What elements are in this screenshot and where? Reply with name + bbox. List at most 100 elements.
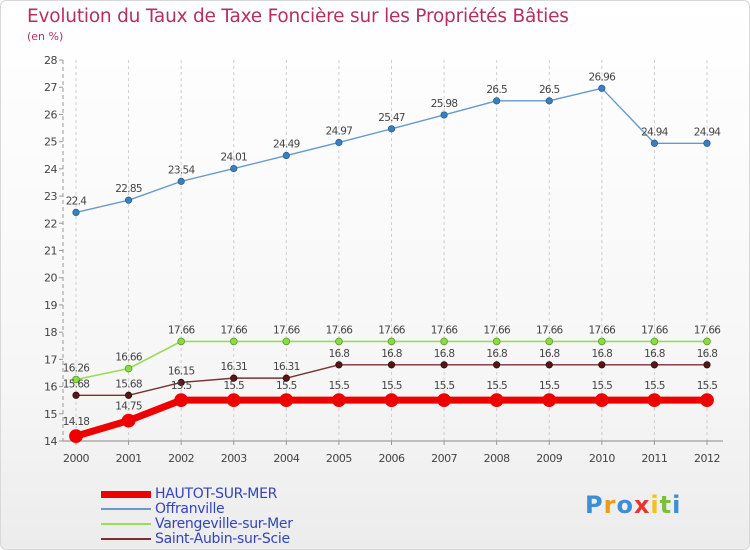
data-label-saint-aubin-sur-scie-2007: 16.8 (434, 348, 455, 360)
y-tick-25: 25 (44, 136, 57, 149)
point-hautot-sur-mer-2003 (226, 393, 241, 408)
data-label-varengeville-sur-mer-2000: 16.26 (63, 362, 91, 374)
point-varengeville-sur-mer-2007 (440, 337, 448, 346)
data-label-saint-aubin-sur-scie-2000: 15.68 (63, 378, 90, 390)
data-label-saint-aubin-sur-scie-2003: 16.31 (220, 361, 247, 373)
y-tick-21: 21 (44, 245, 57, 258)
point-hautot-sur-mer-2008 (489, 393, 504, 408)
point-varengeville-sur-mer-2002 (177, 337, 185, 346)
point-varengeville-sur-mer-2006 (387, 337, 396, 346)
point-varengeville-sur-mer-2001 (124, 364, 133, 373)
point-offranville-2008 (493, 97, 501, 105)
data-label-offranville-2005: 24.97 (326, 125, 353, 137)
legend-item-saint-aubin-sur-scie: Saint-Aubin-sur-Scie (101, 531, 290, 547)
legend-label-hautot-sur-mer: HAUTOT-SUR-MER (155, 486, 278, 502)
data-label-saint-aubin-sur-scie-2008: 16.8 (486, 348, 507, 360)
point-offranville-2010 (598, 84, 606, 92)
y-tick-15: 15 (44, 408, 57, 421)
data-label-offranville-2000: 22.4 (66, 195, 88, 207)
data-label-varengeville-sur-mer-2004: 17.66 (273, 324, 301, 336)
y-tick-20: 20 (44, 272, 57, 285)
legend-swatch-saint-aubin-sur-scie (101, 538, 151, 540)
point-saint-aubin-sur-scie-2012 (703, 361, 711, 369)
point-saint-aubin-sur-scie-2006 (387, 361, 396, 369)
data-label-hautot-sur-mer-2007: 15.5 (434, 380, 455, 392)
point-varengeville-sur-mer-2011 (650, 337, 659, 346)
point-hautot-sur-mer-2009 (542, 393, 557, 408)
data-label-hautot-sur-mer-2006: 15.5 (381, 380, 402, 392)
x-tick-2010: 2010 (589, 452, 615, 465)
point-saint-aubin-sur-scie-2010 (598, 361, 606, 369)
axes: 14 15 16 17 18 19 20 21 22 23 24 25 26 27 28 2000 2001 20… (44, 54, 723, 465)
x-tick-2001: 2001 (116, 452, 142, 465)
data-label-varengeville-sur-mer-2003: 17.66 (220, 324, 248, 336)
y-tick-23: 23 (44, 190, 57, 203)
data-label-offranville-2011: 24.94 (641, 126, 669, 138)
point-offranville-2009 (545, 97, 553, 105)
legend-label-varengeville-sur-mer: Varengeville-sur-Mer (155, 516, 293, 532)
y-tick-24: 24 (44, 163, 57, 176)
point-varengeville-sur-mer-2008 (492, 337, 501, 346)
point-saint-aubin-sur-scie-2005 (335, 361, 343, 369)
data-label-offranville-2008: 26.5 (486, 84, 507, 96)
legend-item-varengeville-sur-mer: Varengeville-sur-Mer (101, 516, 293, 532)
point-saint-aubin-sur-scie-2001 (124, 391, 133, 399)
point-saint-aubin-sur-scie-2007 (440, 361, 448, 369)
x-tick-2003: 2003 (221, 452, 247, 465)
data-label-varengeville-sur-mer-2008: 17.66 (483, 324, 511, 336)
data-label-offranville-2006: 25.47 (378, 112, 405, 124)
data-label-varengeville-sur-mer-2011: 17.66 (641, 324, 669, 336)
y-unit-label: (en %) (27, 30, 64, 43)
data-label-hautot-sur-mer-2002: 15.5 (171, 380, 192, 392)
data-label-hautot-sur-mer-2011: 15.5 (644, 380, 665, 392)
point-hautot-sur-mer-2011 (647, 393, 662, 408)
data-label-varengeville-sur-mer-2009: 17.66 (536, 324, 564, 336)
data-label-offranville-2002: 23.54 (168, 164, 196, 176)
point-offranville-2004 (282, 151, 290, 160)
x-tick-2012: 2012 (694, 452, 720, 465)
data-label-saint-aubin-sur-scie-2009: 16.8 (539, 348, 560, 360)
data-label-varengeville-sur-mer-2006: 17.66 (378, 324, 406, 336)
proxiti-logo: Proxiti (585, 491, 682, 519)
point-offranville-2000 (72, 208, 80, 216)
x-tick-2011: 2011 (641, 452, 667, 465)
data-label-hautot-sur-mer-2005: 15.5 (329, 380, 350, 392)
legend-label-saint-aubin-sur-scie: Saint-Aubin-sur-Scie (155, 531, 290, 547)
data-label-offranville-2010: 26.96 (589, 71, 617, 83)
x-tick-2006: 2006 (379, 452, 405, 465)
data-label-varengeville-sur-mer-2001: 16.66 (115, 352, 143, 364)
legend-item-hautot-sur-mer: HAUTOT-SUR-MER (101, 486, 277, 502)
point-varengeville-sur-mer-2010 (598, 337, 606, 346)
data-label-saint-aubin-sur-scie-2004: 16.31 (273, 361, 300, 373)
legend-item-offranville: Offranville (101, 501, 225, 517)
data-label-hautot-sur-mer-2012: 15.5 (697, 380, 718, 392)
data-label-offranville-2003: 24.01 (220, 152, 247, 164)
point-hautot-sur-mer-2000 (69, 429, 83, 444)
y-tick-27: 27 (44, 81, 57, 94)
y-tick-19: 19 (44, 299, 57, 312)
point-saint-aubin-sur-scie-2003 (230, 374, 238, 382)
data-label-saint-aubin-sur-scie-2011: 16.8 (644, 348, 665, 360)
data-label-offranville-2001: 22.85 (115, 183, 142, 195)
point-varengeville-sur-mer-2003 (229, 337, 238, 346)
data-label-varengeville-sur-mer-2007: 17.66 (431, 324, 459, 336)
data-labels: 14.18 14.75 15.5 15.5 15.5 15.5 15.5 15.5 15.5 15… (63, 71, 722, 428)
data-label-offranville-2007: 25.98 (431, 98, 458, 110)
legend-swatch-offranville (101, 508, 151, 510)
point-saint-aubin-sur-scie-2011 (650, 361, 659, 369)
point-saint-aubin-sur-scie-2009 (545, 361, 553, 369)
data-label-saint-aubin-sur-scie-2006: 16.8 (381, 348, 402, 360)
point-varengeville-sur-mer-2000 (72, 375, 80, 384)
data-label-hautot-sur-mer-2010: 15.5 (592, 380, 613, 392)
point-offranville-2006 (387, 125, 396, 133)
data-label-varengeville-sur-mer-2002: 17.66 (168, 324, 196, 336)
data-label-hautot-sur-mer-2008: 15.5 (486, 380, 507, 392)
y-tick-18: 18 (44, 326, 57, 339)
point-varengeville-sur-mer-2004 (282, 337, 291, 346)
chart-title: Evolution du Taux de Taxe Foncière sur l… (27, 6, 569, 27)
point-offranville-2012 (703, 139, 711, 147)
data-label-hautot-sur-mer-2009: 15.5 (539, 380, 560, 392)
point-hautot-sur-mer-2010 (594, 393, 609, 408)
